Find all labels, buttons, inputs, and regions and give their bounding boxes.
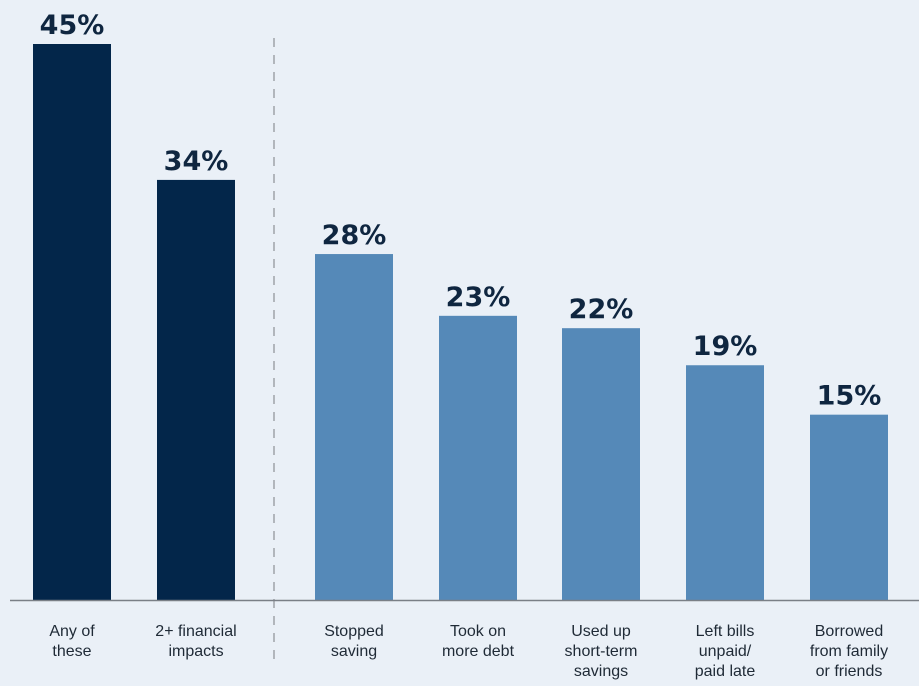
bar [157, 179, 235, 600]
x-tick-label: Any of these [49, 623, 95, 660]
x-tick-label-line: 2+ financial [155, 623, 236, 640]
data-label: 15% [817, 381, 882, 412]
x-tick-label: Left bills unpaid/paid late [695, 623, 756, 680]
bar [810, 414, 888, 600]
data-label: 45% [40, 10, 105, 41]
x-tick-label-line: saving [331, 643, 377, 660]
x-tick-label: Used up short-term savings [565, 623, 638, 680]
x-tick-label-line: Used up [571, 623, 631, 640]
bar [562, 328, 640, 600]
bar [33, 44, 111, 600]
x-tick-label-line: these [52, 643, 91, 660]
x-tick-label-line: short-term [565, 643, 638, 660]
x-tick-label-line: Stopped [324, 623, 384, 640]
data-label: 22% [569, 294, 634, 325]
bar [686, 365, 764, 600]
data-label: 23% [446, 282, 511, 313]
x-tick-label-line: savings [574, 663, 628, 680]
bar [315, 254, 393, 601]
data-label: 28% [322, 220, 387, 251]
x-tick-label-line: or friends [816, 663, 883, 680]
x-tick-label: Took on more debt [442, 623, 515, 660]
x-tick-label-line: Borrowed [815, 623, 883, 640]
x-tick-label-line: Took on [450, 623, 506, 640]
x-tick-label: Stopped saving [324, 623, 384, 660]
x-tick-label: 2+ financial impacts [155, 623, 236, 660]
x-tick-label-line: Left bills [696, 623, 755, 640]
data-label: 19% [693, 331, 758, 362]
x-tick-label: Borrowed from family or friends [810, 623, 888, 680]
bar [439, 315, 517, 600]
data-label: 34% [164, 146, 229, 177]
x-tick-label-line: paid late [695, 663, 756, 680]
x-tick-label-line: more debt [442, 643, 515, 660]
x-tick-label-line: from family [810, 643, 888, 660]
x-tick-label-line: Any of [49, 623, 95, 640]
x-tick-label-line: impacts [168, 643, 223, 660]
x-tick-label-line: unpaid/ [699, 643, 752, 660]
